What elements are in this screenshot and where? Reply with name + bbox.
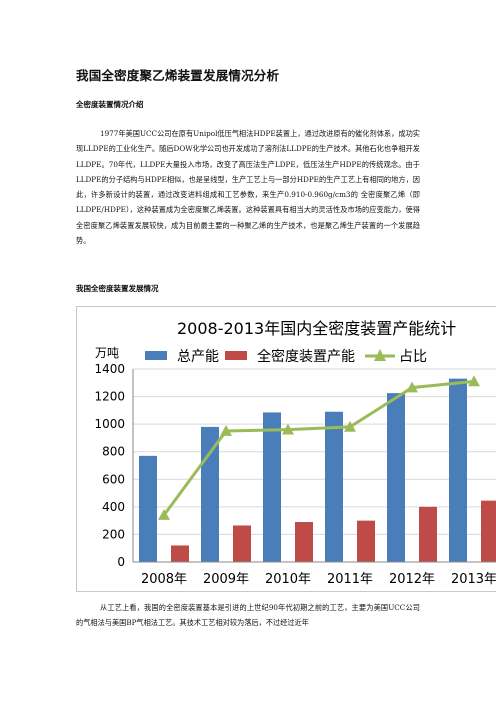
line-share-marker xyxy=(468,375,480,387)
x-tick-label: 2008年 xyxy=(141,572,187,587)
legend-label: 总产能 xyxy=(177,349,219,365)
bar-full-density-capacity xyxy=(357,520,375,562)
section-development-paragraph: 从工艺上看，我国的全密度装置基本是引进的上世纪90年代初期之前的工艺，主要为美国… xyxy=(76,603,420,628)
y-axis-label: 万吨 xyxy=(95,346,119,360)
legend-marker xyxy=(374,349,386,361)
line-share-marker xyxy=(406,381,418,393)
bar-total-capacity xyxy=(325,411,343,562)
line-share-marker xyxy=(220,425,232,436)
bar-full-density-capacity xyxy=(481,500,496,562)
line-share-marker xyxy=(158,509,170,520)
chart-title: 2008-2013年国内全密度装置产能统计 xyxy=(177,319,456,338)
bar-total-capacity xyxy=(201,426,219,562)
bar-full-density-capacity xyxy=(419,506,437,562)
bar-full-density-capacity xyxy=(233,525,251,562)
y-tick-label: 200 xyxy=(102,527,125,541)
section-intro-paragraph: 1977年美国UCC公司在原有Unipol低压气相法HDPE装置上，通过改进原有… xyxy=(76,129,420,246)
document-title: 我国全密度聚乙烯装置发展情况分析 xyxy=(76,68,280,83)
x-tick-label: 2013年 xyxy=(451,572,496,587)
bar-total-capacity xyxy=(263,412,281,562)
x-tick-label: 2009年 xyxy=(203,572,249,587)
y-tick-label: 600 xyxy=(102,472,125,486)
bar-total-capacity xyxy=(139,455,157,562)
y-tick-label: 1000 xyxy=(94,417,125,431)
capacity-chart: 2008-2013年国内全密度装置产能统计 万吨 0 200 400 600 800 10… xyxy=(94,319,496,587)
x-tick-label: 2010年 xyxy=(265,572,311,587)
section-heading-intro: 全密度装置情况介绍 xyxy=(76,100,144,109)
bar-total-capacity xyxy=(449,378,467,562)
x-tick-label: 2012年 xyxy=(389,572,435,587)
x-tick-label: 2011年 xyxy=(327,572,373,587)
y-tick-label: 1200 xyxy=(94,390,125,404)
y-tick-label: 800 xyxy=(102,445,125,459)
section-heading-development: 我国全密度装置发展情况 xyxy=(76,284,159,293)
legend-label: 全密度装置产能 xyxy=(257,348,355,365)
y-tick-label: 400 xyxy=(102,500,125,514)
y-tick-label: 1400 xyxy=(94,362,125,376)
chart-container: 2008-2013年国内全密度装置产能统计 万吨 0 200 400 600 800 10… xyxy=(76,306,496,592)
line-share-marker xyxy=(344,420,356,432)
line-share-marker xyxy=(282,423,294,435)
legend-label: 占比 xyxy=(399,349,427,365)
bar-full-density-capacity xyxy=(171,545,189,562)
bar-total-capacity xyxy=(387,393,405,562)
y-tick-label: 0 xyxy=(117,555,125,569)
legend-swatch xyxy=(225,351,247,360)
legend-swatch xyxy=(145,351,167,360)
line-share xyxy=(162,379,475,517)
bar-full-density-capacity xyxy=(295,522,313,562)
